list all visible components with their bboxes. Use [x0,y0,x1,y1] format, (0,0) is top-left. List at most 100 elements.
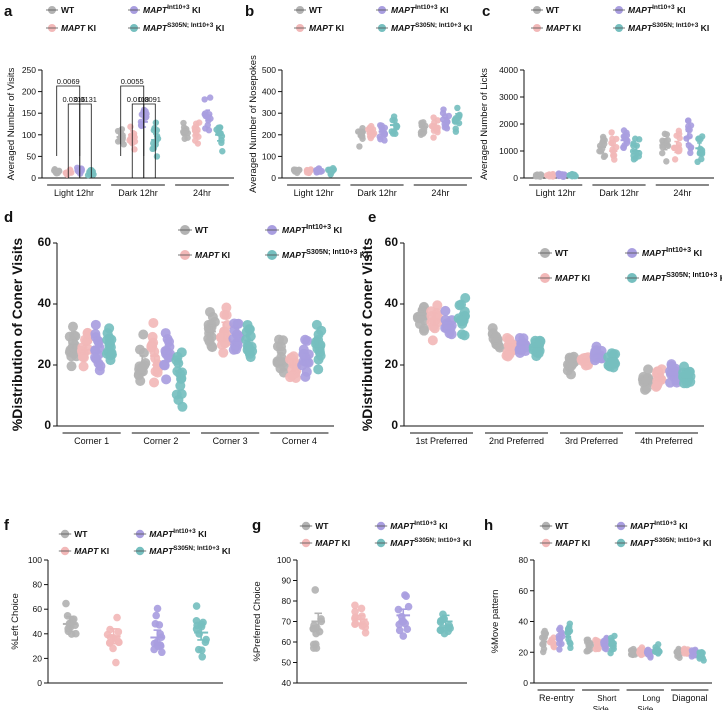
panel-letter: a [4,3,13,20]
legend-label: WT [74,529,88,539]
legend: WT MAPTInt10+3 KI MAPT KI MAPTS305N; Int10+… [294,4,472,33]
legend-label: WT [555,248,569,258]
x-tick-label: Light 12hr [294,188,334,198]
data-point [659,149,666,157]
legend: WT MAPTInt10+3 KI MAPT KI MAPTS305N; Int10+… [178,222,368,260]
data-point [205,325,216,336]
x-tick-label: Corner 3 [213,436,248,446]
data-point [177,401,188,412]
p-value-label: 0.0091 [138,95,161,104]
data-point [607,634,615,642]
data-point [131,146,138,153]
y-tick-label: 200 [22,87,36,97]
y-tick-label: 0 [513,173,518,183]
data-point [205,126,213,134]
y-tick-label: 40 [282,678,292,688]
y-tick-label: 70 [282,617,292,627]
data-point [312,644,321,652]
data-point [556,646,563,653]
legend-label: MAPTInt10+3 KI [390,520,447,531]
data-point [78,361,89,372]
panel-letter: f [4,517,10,534]
data-point [127,123,134,130]
data-point [313,364,324,375]
data-point [180,119,187,127]
data-point [635,153,643,160]
panel-g: g 40 50 60 70 80 90 100 %Preferred Choice [252,517,467,688]
data-point [309,625,318,633]
data-point [351,601,359,610]
data-point [152,119,160,126]
legend: WT MAPTInt10+3 KI MAPT KI MAPTS305N; Int10+… [46,4,224,33]
legend: WT MAPTInt10+3 KI MAPT KI MAPTS305N; Int10+… [531,4,709,33]
data-point [316,325,327,336]
legend-label: MAPT KI [546,23,581,33]
x-tick-label: Corner 2 [143,436,178,446]
legend-label: MAPT KI [195,250,230,260]
data-point [244,346,255,357]
data-point [285,372,296,383]
data-point [113,613,121,622]
data-point [198,652,207,661]
panel-letter: h [484,517,493,534]
data-point [394,605,403,614]
data-point [430,114,437,121]
data-point [504,334,515,345]
data-point [611,156,618,163]
y-tick-label: 250 [22,65,36,75]
data-point [514,347,525,358]
data-point [694,158,701,166]
y-tick-label: 80 [33,580,43,590]
panel-letter: e [368,209,376,226]
data-point [206,94,214,101]
data-point [232,336,243,347]
data-point [221,310,232,321]
legend-label: WT [61,5,75,15]
y-axis-label: %Move pattern [490,590,501,654]
y-tick-label: 40 [33,629,43,639]
legend-label: MAPTInt10+3 KI [143,4,200,15]
data-point [298,349,309,360]
legend-label: MAPT KI [555,273,590,283]
legend-label: WT [195,225,209,235]
data-point [395,626,404,635]
significance-bracket [79,103,92,178]
data-point [192,137,199,144]
data-point [221,302,232,313]
data-point [351,619,360,628]
y-tick-label: 20 [38,357,52,371]
y-tick-label: 4000 [499,65,518,75]
data-point [151,124,158,132]
data-point [198,646,206,654]
data-point [430,134,437,141]
data-point [432,300,443,311]
data-point [66,351,77,362]
legend-label: MAPTInt10+3 KI [642,245,702,258]
data-point [504,349,515,360]
legend-label: WT [555,521,569,531]
legend-label: MAPTS305N; Int10+3 KI [390,537,471,548]
data-point [152,611,160,620]
legend: WT MAPTInt10+3 KI MAPT KI MAPTS305N; Int10+… [58,528,230,556]
data-point [427,335,438,346]
panel-letter: c [482,3,490,20]
data-point [106,334,117,345]
data-point [153,153,161,160]
x-tick-label: Re-entry [539,693,574,703]
data-point [558,628,565,636]
x-tick-label: 24hr [193,188,211,198]
data-point [244,324,255,335]
y-tick-label: 2000 [499,119,518,129]
legend-label: MAPTS305N; Int10+3 KI [149,545,230,556]
data-point [439,109,447,117]
y-tick-label: 80 [282,596,292,606]
legend-label: MAPTInt10+3 KI [628,4,685,15]
data-point [103,346,114,357]
data-point [491,331,502,342]
data-point [161,374,172,385]
y-axis-label: Averaged Number of Visits [6,67,17,180]
data-point [67,321,78,332]
legend-label: MAPTInt10+3 KI [391,4,448,15]
